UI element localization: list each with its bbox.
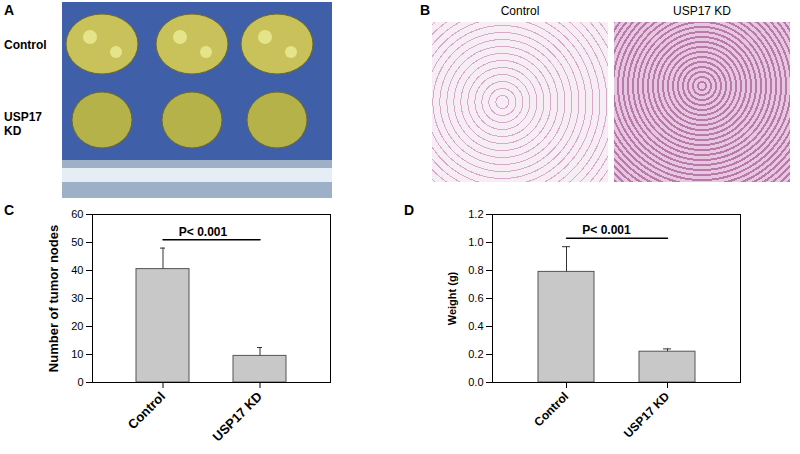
svg-text:Weight (g): Weight (g) — [446, 271, 458, 325]
svg-text:Number of tumor nodes: Number of tumor nodes — [46, 225, 61, 372]
svg-text:0.6: 0.6 — [468, 292, 483, 304]
svg-text:USP17 KD: USP17 KD — [621, 389, 673, 441]
svg-text:0.4: 0.4 — [468, 320, 483, 332]
svg-text:0.8: 0.8 — [468, 264, 483, 276]
svg-text:Control: Control — [531, 389, 571, 429]
svg-text:20: 20 — [71, 320, 83, 332]
html-text:C: C — [4, 202, 15, 218]
svg-text:1.2: 1.2 — [468, 208, 483, 220]
html-text:Control: Control — [4, 38, 47, 52]
svg-text:60: 60 — [71, 208, 83, 220]
svg-text:P< 0.001: P< 0.001 — [582, 223, 631, 237]
svg-text:40: 40 — [71, 264, 83, 276]
html-text:A: A — [4, 2, 15, 18]
html-text:B: B — [420, 2, 431, 18]
html-text:USP17 KD: USP17 KD — [673, 4, 731, 18]
svg-text:0.0: 0.0 — [468, 376, 483, 388]
html-text:Control: Control — [500, 4, 540, 18]
svg-text:Control: Control — [125, 389, 168, 432]
svg-text:0.2: 0.2 — [468, 348, 483, 360]
svg-text:0: 0 — [77, 376, 83, 388]
svg-text:USP17 KD: USP17 KD — [209, 389, 265, 445]
html-text:USP17 KD: USP17 KD — [4, 110, 42, 138]
svg-text:30: 30 — [71, 292, 83, 304]
svg-text:P< 0.001: P< 0.001 — [179, 225, 228, 239]
svg-text:1.0: 1.0 — [468, 236, 483, 248]
svg-text:50: 50 — [71, 236, 83, 248]
svg-text:10: 10 — [71, 348, 83, 360]
html-text:D: D — [404, 202, 415, 218]
